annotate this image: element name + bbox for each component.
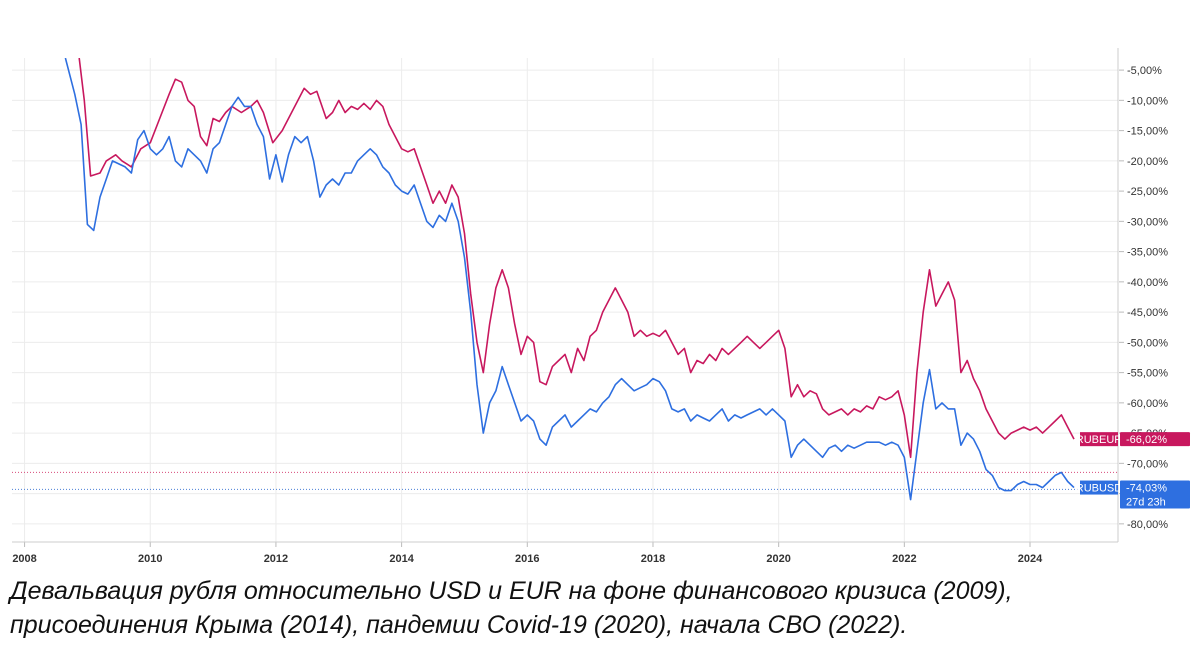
y-tick-label: -30,00% bbox=[1127, 216, 1168, 228]
y-tick-label: -40,00% bbox=[1127, 277, 1168, 289]
series-name-tag bbox=[1080, 432, 1118, 447]
x-tick-label: 2022 bbox=[892, 553, 916, 565]
y-tick-label: -60,00% bbox=[1127, 398, 1168, 410]
badge-rubusd: RUBUSD -74,03% 27d 23h bbox=[1076, 480, 1190, 509]
line-chart: -5,00% -10,00% -15,00% -20,00% -25,00% -30,00… bbox=[12, 48, 1190, 565]
figure-caption: Девальвация рубля относительно USD и EUR… bbox=[10, 574, 1190, 642]
y-tick-label: -55,00% bbox=[1127, 368, 1168, 380]
y-axis: -5,00% -10,00% -15,00% -20,00% -25,00% -30,00… bbox=[1117, 48, 1168, 542]
x-tick-label: 2008 bbox=[12, 553, 36, 565]
y-tick-label: -20,00% bbox=[1127, 156, 1168, 168]
y-tick-label: -15,00% bbox=[1127, 126, 1168, 138]
series-name-label: RUBUSD bbox=[1076, 483, 1123, 495]
y-tick-label: -45,00% bbox=[1127, 307, 1168, 319]
value-tag bbox=[1120, 432, 1190, 447]
x-tick-label: 2016 bbox=[515, 553, 539, 565]
x-tick-label: 2024 bbox=[1018, 553, 1043, 565]
badge-rubeur: RUBEUR -66,02% bbox=[1076, 432, 1190, 447]
caption-line-1: Девальвация рубля относительно USD и EUR… bbox=[10, 577, 1013, 605]
series-line-rubusd bbox=[64, 58, 1075, 501]
x-tick-label: 2010 bbox=[138, 553, 162, 565]
x-tick-label: 2020 bbox=[766, 553, 790, 565]
last-value-badges: RUBEUR -66,02% RUBUSD -74,03% 27d 23h bbox=[1076, 432, 1190, 509]
countdown-label: 27d 23h bbox=[1126, 497, 1166, 509]
series-line-rubeur bbox=[78, 58, 1075, 459]
y-tick-label: -35,00% bbox=[1127, 247, 1168, 259]
series-name-tag bbox=[1080, 480, 1118, 495]
value-tag bbox=[1120, 480, 1190, 509]
y-tick-label: -70,00% bbox=[1127, 458, 1168, 470]
caption-line-2: присоединения Крыма (2014), пандемии Cov… bbox=[10, 611, 908, 639]
x-tick-label: 2012 bbox=[264, 553, 288, 565]
y-tick-label: -5,00% bbox=[1127, 65, 1162, 77]
x-tick-label: 2018 bbox=[641, 553, 665, 565]
y-tick-label: -10,00% bbox=[1127, 95, 1168, 107]
y-tick-label: -50,00% bbox=[1127, 337, 1168, 349]
y-tick-label: -25,00% bbox=[1127, 186, 1168, 198]
series-lines bbox=[64, 58, 1075, 501]
reference-lines bbox=[12, 471, 1118, 490]
grid-lines bbox=[12, 58, 1118, 542]
y-tick-label: -80,00% bbox=[1127, 519, 1168, 531]
last-value-label: -74,03% bbox=[1126, 483, 1167, 495]
x-axis: 2008 2010 2012 2014 2016 2018 2020 2022 2024 bbox=[12, 541, 1118, 565]
series-name-label: RUBEUR bbox=[1076, 434, 1123, 446]
x-tick-label: 2014 bbox=[389, 553, 414, 565]
last-value-label: -66,02% bbox=[1126, 434, 1167, 446]
